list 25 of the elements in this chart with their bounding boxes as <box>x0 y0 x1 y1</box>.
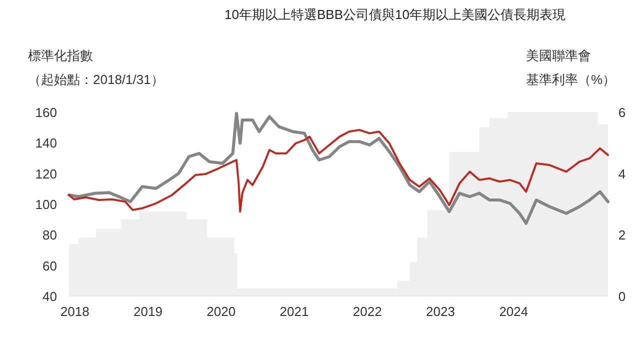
x-tick-label: 2024 <box>499 304 528 319</box>
y-tick-label: 160 <box>35 105 57 120</box>
y-axis-title: 標準化指數 <box>28 48 93 63</box>
x-tick-label: 2020 <box>206 304 236 319</box>
y2-tick-label: 6 <box>618 105 626 120</box>
y-tick-label: 40 <box>42 289 57 304</box>
line-series <box>68 112 610 225</box>
y2-tick-label: 0 <box>618 289 626 304</box>
line-series <box>68 128 609 213</box>
text: 基準利率（%） <box>526 72 616 87</box>
x-tick-label: 2019 <box>134 304 162 319</box>
x-tick-label: 2023 <box>426 304 455 319</box>
y-tick-label: 120 <box>35 166 57 182</box>
y-tick-label: 140 <box>35 136 57 151</box>
y2-tick-label: 2 <box>618 228 626 243</box>
y2-tick-label: 4 <box>618 166 626 182</box>
text: （起始點：2018/1/31） <box>28 72 164 87</box>
x-tick-label: 2018 <box>60 304 90 319</box>
chart-title: 10年期以上特選BBB公司債與10年期以上美國公債長期表現 <box>224 7 566 22</box>
y-tick-label: 60 <box>42 258 57 274</box>
y2-axis-title: 美國聯準會 <box>526 48 591 63</box>
y-tick-label: 80 <box>42 228 57 243</box>
y-tick-label: 100 <box>35 197 57 212</box>
x-tick-label: 2021 <box>280 304 309 319</box>
x-tick-label: 2022 <box>352 304 382 319</box>
